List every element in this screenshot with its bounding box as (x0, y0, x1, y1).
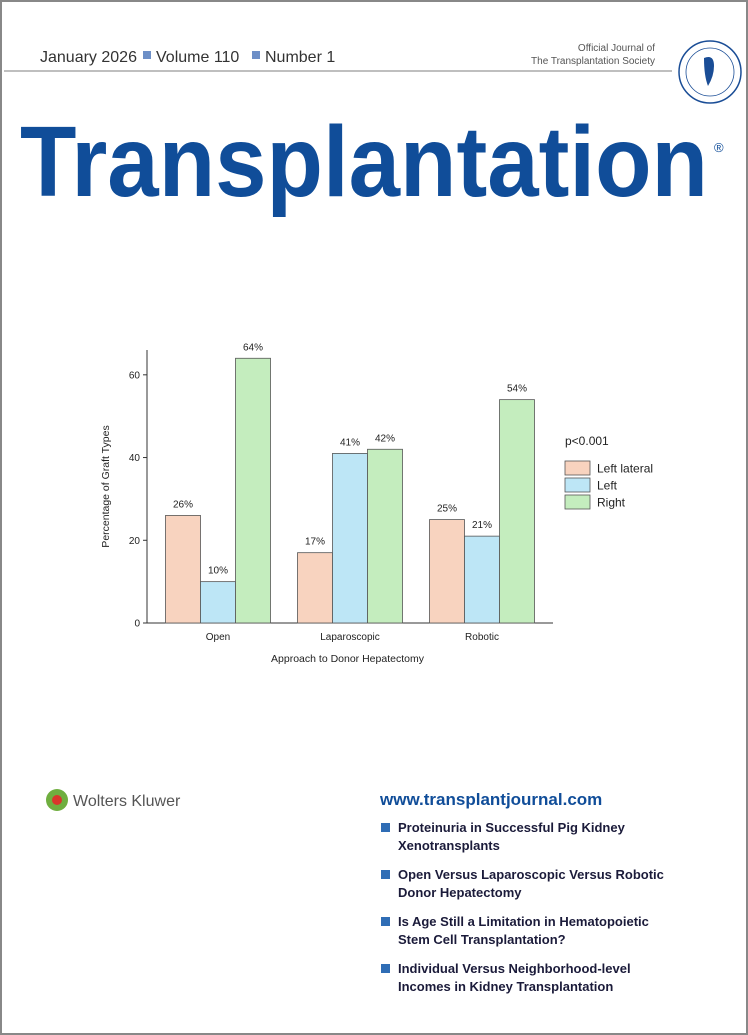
article-title: Incomes in Kidney Transplantation (398, 979, 613, 994)
legend-label: Left lateral (597, 462, 653, 476)
article-title: Open Versus Laparoscopic Versus Robotic (398, 867, 664, 882)
y-tick-label: 40 (129, 453, 141, 464)
journal-title: Transplantation (20, 106, 708, 218)
bar (297, 552, 333, 624)
article-title: Donor Hepatectomy (398, 885, 522, 900)
value-label: 64% (243, 342, 263, 353)
value-label: 26% (173, 499, 193, 510)
bullet (381, 870, 390, 879)
bar (367, 448, 403, 624)
separator (143, 51, 151, 59)
society-line: The Transplantation Society (531, 56, 655, 67)
value-label: 41% (340, 437, 360, 448)
article-title: Individual Versus Neighborhood-level (398, 961, 631, 976)
society-line: Official Journal of (578, 43, 655, 54)
publisher-name: Wolters Kluwer (73, 793, 181, 810)
bar (464, 535, 500, 624)
society-logo-mark (704, 57, 714, 86)
value-label: 17% (305, 537, 325, 548)
bar (235, 357, 271, 624)
x-tick-label: Laparoscopic (320, 632, 379, 643)
legend-swatch (564, 494, 591, 510)
bar (499, 399, 535, 624)
legend-label: Right (597, 496, 626, 510)
bar (332, 453, 368, 624)
value-label: 42% (375, 433, 395, 444)
legend-swatch (564, 477, 591, 493)
y-tick-label: 0 (134, 619, 140, 630)
registered-mark: ® (714, 140, 724, 155)
article-title: Stem Cell Transplantation? (398, 932, 566, 947)
value-label: 25% (437, 504, 457, 515)
x-tick-label: Open (206, 632, 230, 643)
issue-volume: Volume 110 (156, 49, 239, 66)
bullet (381, 917, 390, 926)
publisher-logo-center (52, 795, 62, 805)
bar (200, 581, 236, 624)
separator (252, 51, 260, 59)
y-tick-label: 20 (129, 536, 141, 547)
issue-number: Number 1 (265, 49, 335, 66)
legend-title: p<0.001 (565, 434, 609, 448)
x-axis-label: Approach to Donor Hepatectomy (271, 653, 425, 665)
issue-date: January 2026 (40, 49, 137, 66)
x-tick-label: Robotic (465, 632, 499, 643)
y-tick-label: 60 (129, 370, 141, 381)
article-title: Xenotransplants (398, 838, 500, 853)
value-label: 21% (472, 520, 492, 531)
website: www.transplantjournal.com (379, 790, 602, 809)
bar (429, 519, 465, 624)
chart: 0 20 40 60 Open 26% 10% 64% Laparoscopic 17% 41% 42… (100, 342, 653, 665)
legend-label: Left (597, 479, 618, 493)
bar (165, 515, 201, 624)
article-title: Is Age Still a Limitation in Hematopoiet… (398, 914, 649, 929)
article-list: Proteinuria in Successful Pig Kidney Xeno… (381, 820, 664, 994)
bullet (381, 823, 390, 832)
bullet (381, 964, 390, 973)
y-axis-label: Percentage of Graft Types (100, 425, 112, 547)
value-label: 54% (507, 384, 527, 395)
legend-swatch (564, 460, 591, 476)
article-title: Proteinuria in Successful Pig Kidney (398, 820, 626, 835)
society-logo-ring (685, 47, 735, 97)
value-label: 10% (208, 566, 228, 577)
